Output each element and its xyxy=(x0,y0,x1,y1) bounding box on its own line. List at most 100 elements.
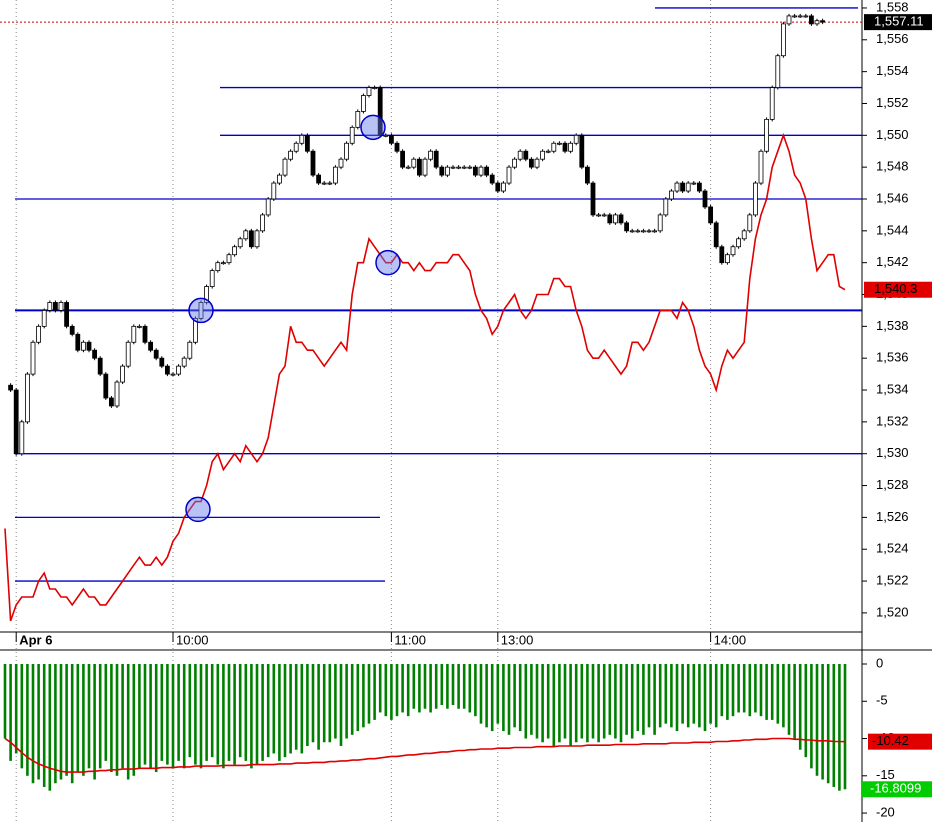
bar xyxy=(838,664,841,791)
candle xyxy=(24,373,30,423)
bar xyxy=(37,664,40,780)
candle xyxy=(131,325,137,343)
bar xyxy=(26,664,29,776)
bar xyxy=(143,664,147,765)
candle xyxy=(534,158,540,168)
bar xyxy=(289,664,292,754)
candle xyxy=(344,142,350,160)
bar xyxy=(166,664,169,765)
bar xyxy=(306,664,309,746)
candle xyxy=(120,365,125,383)
candle xyxy=(685,182,691,192)
candle xyxy=(293,142,299,152)
candle xyxy=(355,111,361,128)
candle xyxy=(573,134,579,144)
candle xyxy=(304,134,310,152)
candle xyxy=(86,341,92,351)
candle xyxy=(187,341,193,359)
candle xyxy=(383,134,389,137)
y-tick-label: -15 xyxy=(876,767,895,782)
bar xyxy=(843,664,847,790)
bar xyxy=(244,664,248,761)
bar xyxy=(65,664,68,776)
y-tick-label: 1,552 xyxy=(876,95,909,110)
bar xyxy=(20,664,24,769)
bar xyxy=(569,664,572,746)
candle xyxy=(540,150,545,160)
bar xyxy=(210,664,214,758)
candle xyxy=(64,302,69,327)
y-tick-label: 1,556 xyxy=(876,31,909,46)
candle xyxy=(388,134,394,144)
candle xyxy=(394,142,400,152)
x-tick-label: 14:00 xyxy=(714,632,747,647)
candle xyxy=(8,384,14,391)
bar xyxy=(709,664,712,724)
candle xyxy=(271,182,277,200)
last-label-box xyxy=(864,14,932,31)
candle xyxy=(192,317,198,343)
bar xyxy=(714,664,718,728)
candle xyxy=(444,166,450,176)
bar xyxy=(653,664,656,735)
bar xyxy=(423,664,427,709)
bar xyxy=(261,664,264,761)
bar xyxy=(698,664,701,728)
candle xyxy=(495,182,501,192)
candle xyxy=(500,182,506,192)
y-tick-label: 1,530 xyxy=(876,445,909,460)
bar xyxy=(625,664,628,735)
candle xyxy=(467,166,473,169)
bar xyxy=(787,664,791,735)
bar xyxy=(563,664,567,739)
candle xyxy=(372,87,378,89)
bar xyxy=(390,664,393,720)
candle xyxy=(512,158,517,168)
candle xyxy=(53,302,58,311)
bar xyxy=(462,664,466,709)
bar xyxy=(311,664,315,743)
bar xyxy=(619,664,623,743)
bar xyxy=(602,664,606,739)
bar xyxy=(630,664,634,739)
bar xyxy=(586,664,589,743)
candle xyxy=(400,150,406,168)
bar xyxy=(171,664,175,769)
bar xyxy=(227,664,231,761)
bar xyxy=(770,664,774,720)
candle xyxy=(641,230,646,233)
bar xyxy=(121,664,124,769)
bar xyxy=(31,664,35,784)
candle xyxy=(545,150,551,153)
candle xyxy=(114,381,120,407)
bar xyxy=(675,664,679,732)
candle xyxy=(719,246,725,264)
bar xyxy=(726,664,729,720)
bar xyxy=(754,664,757,713)
bar xyxy=(832,664,836,787)
bar xyxy=(126,664,130,780)
y-tick-label: -5 xyxy=(876,693,888,708)
candle xyxy=(484,166,490,176)
bar xyxy=(608,664,612,735)
bar xyxy=(250,664,253,769)
bar xyxy=(177,664,180,761)
bar xyxy=(765,664,768,720)
bar xyxy=(322,664,326,743)
y-tick-label: 1,520 xyxy=(876,604,909,619)
candle xyxy=(506,166,512,184)
bar xyxy=(194,664,197,765)
bar xyxy=(686,664,690,728)
candle xyxy=(254,230,260,248)
bar xyxy=(681,664,684,724)
candle xyxy=(181,357,187,367)
candle xyxy=(786,15,792,25)
candle xyxy=(803,15,809,18)
bar xyxy=(149,664,152,769)
candle xyxy=(517,150,523,160)
candle xyxy=(288,150,294,160)
bar xyxy=(546,664,550,739)
bar xyxy=(138,664,141,769)
y-tick-label: 1,538 xyxy=(876,318,909,333)
